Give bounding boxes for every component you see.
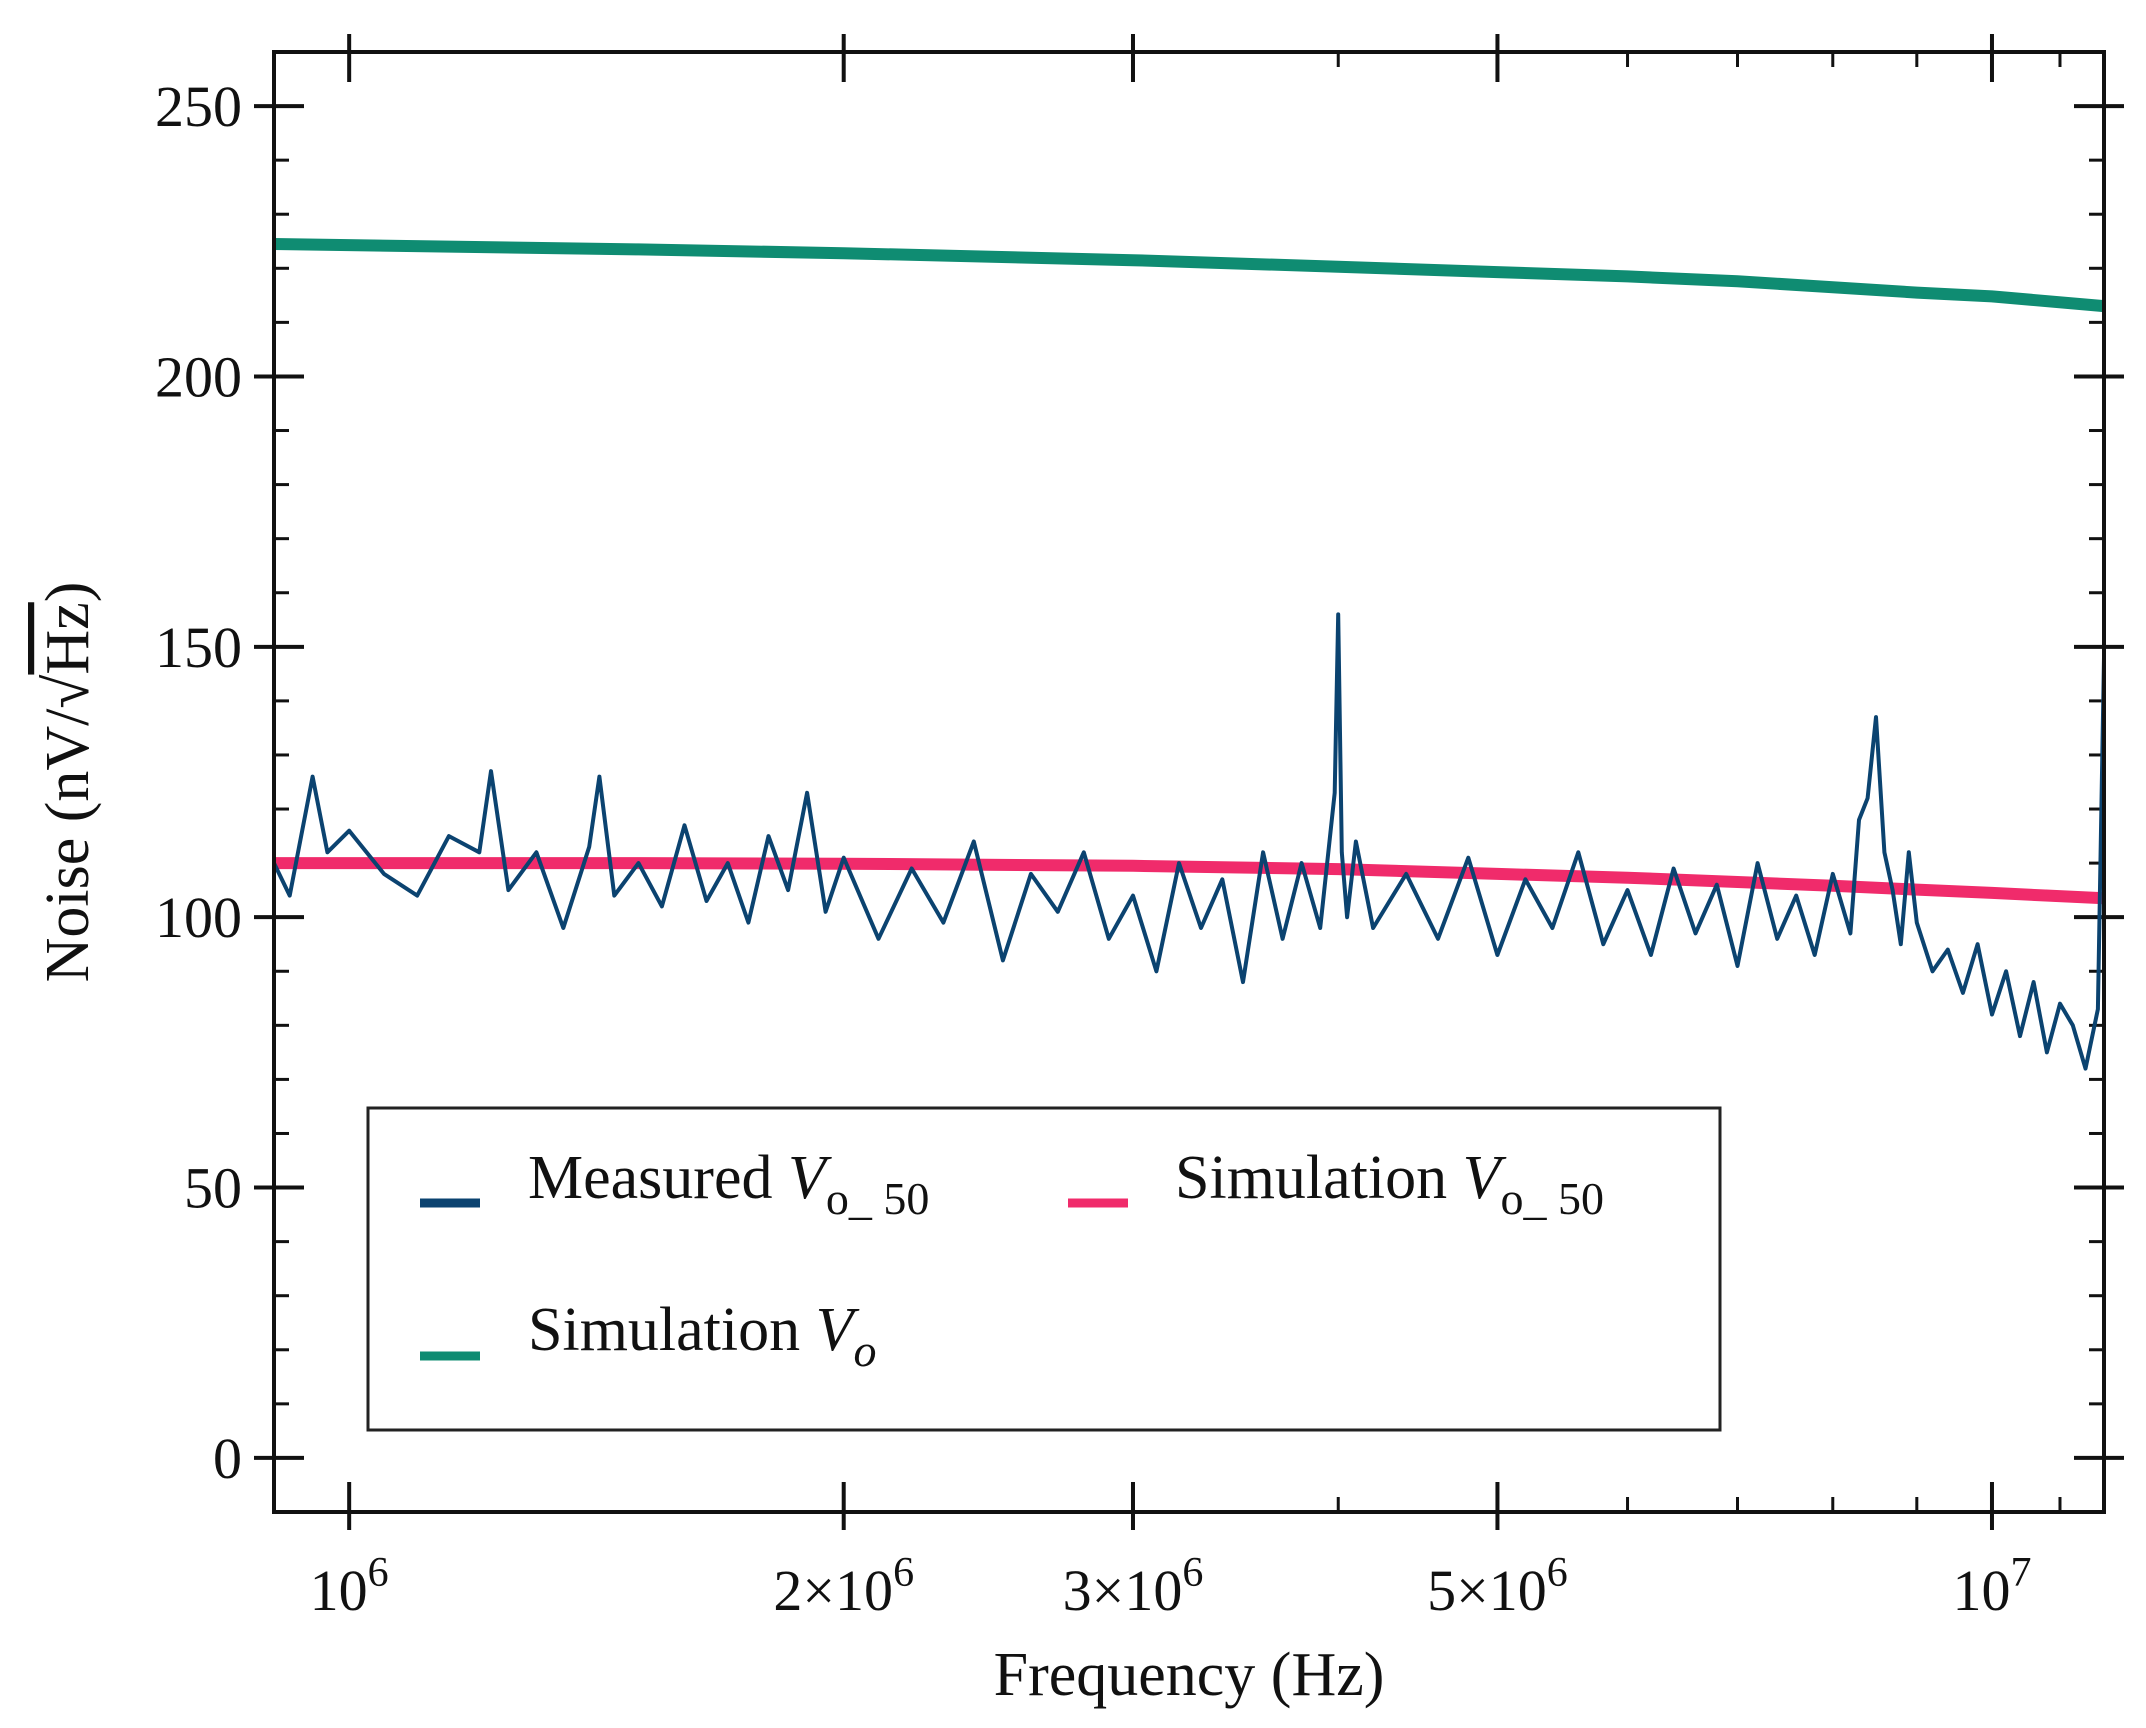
legend-label-simulation-vo50: Simulation Vo_ 50 <box>1175 1144 1604 1224</box>
y-tick-label: 50 <box>184 1156 242 1221</box>
y-tick-label: 200 <box>155 344 242 409</box>
y-axis-title: Noise (nV/√Hz) <box>34 582 102 983</box>
x-axis-title: Frequency (Hz) <box>994 1641 1385 1709</box>
y-tick-label: 100 <box>155 885 242 950</box>
x-tick-label: 106 <box>310 1550 389 1623</box>
legend-label-measured: Measured Vo_ 50 <box>528 1144 929 1224</box>
legend-label-simulation-vo: Simulation Vo <box>528 1296 877 1376</box>
series-line-simulation-v-o-50 <box>274 857 2105 905</box>
series-line-simulation-v-o <box>273 238 2105 313</box>
y-axis-title-prefix: Noise (nV/ <box>34 708 102 983</box>
series-line-measured-v-o-50 <box>272 612 2106 1071</box>
x-tick-label: 5×106 <box>1427 1550 1568 1623</box>
y-axis-title-root: √ <box>34 675 102 709</box>
tick-label-layer: 0 50 100 150 200 250 106 2×106 3×106 5×106 107 <box>155 74 2031 1623</box>
y-axis-title-suffix: ) <box>34 582 102 603</box>
legend-box <box>366 1106 1722 1432</box>
y-tick-label: 0 <box>213 1426 242 1491</box>
y-axis-title-radicand: Hz <box>34 602 102 674</box>
tick-layer <box>254 34 2124 1530</box>
y-tick-label: 250 <box>155 74 242 139</box>
y-tick-label: 150 <box>155 615 242 680</box>
svg-text:Noise (nV/√Hz): Noise (nV/√Hz) <box>34 582 102 983</box>
x-tick-label: 107 <box>1952 1550 2031 1623</box>
series-layer <box>272 238 2106 1071</box>
plot-frame <box>272 50 2106 1514</box>
x-tick-label: 2×106 <box>773 1550 914 1623</box>
legend: Measured Vo_ 50 Simulation Vo_ 50 Simula… <box>366 1106 1722 1432</box>
x-tick-label: 3×106 <box>1063 1550 1204 1623</box>
